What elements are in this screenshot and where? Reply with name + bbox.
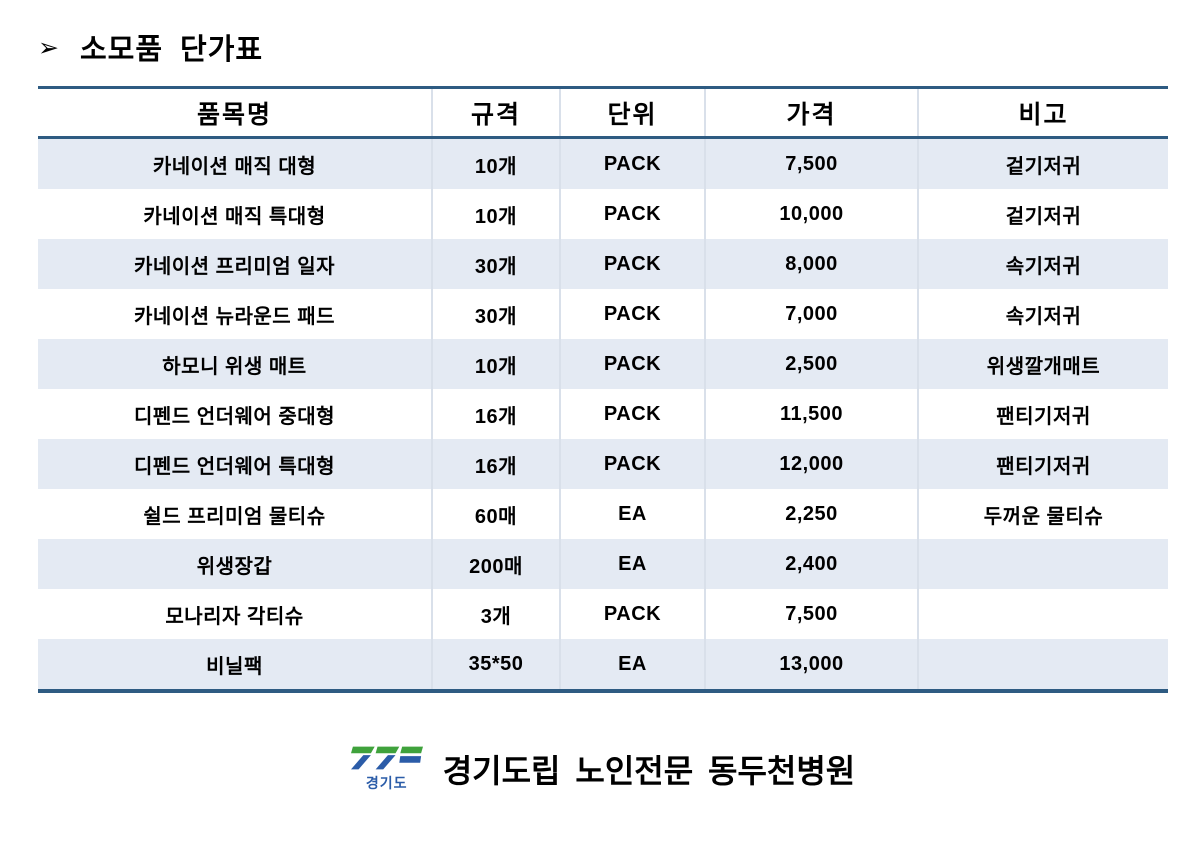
column-header-price: 가격 [705,87,919,139]
price-table-container: 품목명 규격 단위 가격 비고 카네이션 매직 대형 10개 PACK 7,50… [38,86,1168,693]
price-table: 품목명 규격 단위 가격 비고 카네이션 매직 대형 10개 PACK 7,50… [38,86,1168,693]
cell-unit: PACK [560,239,706,289]
cell-note: 겉기저귀 [918,137,1168,189]
cell-note: 겉기저귀 [918,189,1168,239]
cell-unit: PACK [560,137,706,189]
cell-price: 7,500 [705,589,919,639]
table-row: 카네이션 매직 대형 10개 PACK 7,500 겉기저귀 [38,137,1168,189]
cell-unit: EA [560,489,706,539]
cell-item-name: 쉴드 프리미엄 물티슈 [38,489,433,539]
cell-item-name: 모나리자 각티슈 [38,589,433,639]
cell-unit: PACK [560,289,706,339]
column-header-spec: 규격 [432,87,561,139]
column-header-unit: 단위 [560,87,706,139]
cell-unit: EA [560,539,706,589]
cell-price: 2,250 [705,489,919,539]
table-row: 카네이션 프리미엄 일자 30개 PACK 8,000 속기저귀 [38,239,1168,289]
cell-note: 속기저귀 [918,239,1168,289]
cell-spec: 16개 [432,389,561,439]
cell-note: 두꺼운 물티슈 [918,489,1168,539]
gyeonggi-logo-icon [350,746,423,770]
hospital-name: 경기도립 노인전문 동두천병원 [442,752,856,789]
table-row: 디펜드 언더웨어 특대형 16개 PACK 12,000 팬티기저귀 [38,439,1168,489]
cell-spec: 10개 [432,137,561,189]
cell-unit: PACK [560,339,706,389]
cell-price: 12,000 [705,439,919,489]
table-row: 하모니 위생 매트 10개 PACK 2,500 위생깔개매트 [38,339,1168,389]
cell-spec: 16개 [432,439,561,489]
cell-price: 7,500 [705,137,919,189]
cell-note: 위생깔개매트 [918,339,1168,389]
cell-unit: PACK [560,589,706,639]
footer: 경기도 경기도립 노인전문 동두천병원 [0,744,1202,793]
table-row: 모나리자 각티슈 3개 PACK 7,500 [38,589,1168,639]
cell-spec: 60매 [432,489,561,539]
cell-note [918,639,1168,691]
cell-note: 팬티기저귀 [918,389,1168,439]
page-title: ➢ 소모품 단가표 [38,26,263,68]
cell-spec: 10개 [432,339,561,389]
table-header-row: 품목명 규격 단위 가격 비고 [38,87,1168,139]
cell-unit: PACK [560,439,706,489]
table-row: 쉴드 프리미엄 물티슈 60매 EA 2,250 두꺼운 물티슈 [38,489,1168,539]
cell-price: 2,400 [705,539,919,589]
table-row: 위생장갑 200매 EA 2,400 [38,539,1168,589]
cell-item-name: 비닐팩 [38,639,433,691]
cell-note: 팬티기저귀 [918,439,1168,489]
cell-item-name: 디펜드 언더웨어 특대형 [38,439,433,489]
table-row: 카네이션 뉴라운드 패드 30개 PACK 7,000 속기저귀 [38,289,1168,339]
cell-item-name: 하모니 위생 매트 [38,339,433,389]
table-row: 비닐팩 35*50 EA 13,000 [38,639,1168,691]
cell-unit: EA [560,639,706,691]
cell-item-name: 카네이션 매직 대형 [38,137,433,189]
cell-price: 8,000 [705,239,919,289]
cell-item-name: 디펜드 언더웨어 중대형 [38,389,433,439]
cell-spec: 200매 [432,539,561,589]
cell-spec: 30개 [432,289,561,339]
table-row: 디펜드 언더웨어 중대형 16개 PACK 11,500 팬티기저귀 [38,389,1168,439]
cell-unit: PACK [560,389,706,439]
gyeonggi-logo: 경기도 [347,744,427,793]
cell-price: 11,500 [705,389,919,439]
cell-spec: 3개 [432,589,561,639]
page-title-text: 소모품 단가표 [79,34,264,66]
cell-unit: PACK [560,189,706,239]
cell-item-name: 위생장갑 [38,539,433,589]
cell-item-name: 카네이션 프리미엄 일자 [38,239,433,289]
cell-spec: 10개 [432,189,561,239]
cell-price: 2,500 [705,339,919,389]
cell-note: 속기저귀 [918,289,1168,339]
table-row: 카네이션 매직 특대형 10개 PACK 10,000 겉기저귀 [38,189,1168,239]
cell-price: 10,000 [705,189,919,239]
cell-item-name: 카네이션 매직 특대형 [38,189,433,239]
arrow-bullet-icon: ➢ [38,34,60,62]
cell-price: 7,000 [705,289,919,339]
gyeonggi-logo-label: 경기도 [365,775,408,791]
cell-spec: 35*50 [432,639,561,691]
cell-note [918,539,1168,589]
cell-item-name: 카네이션 뉴라운드 패드 [38,289,433,339]
cell-note [918,589,1168,639]
column-header-note: 비고 [918,87,1168,139]
cell-spec: 30개 [432,239,561,289]
column-header-item-name: 품목명 [38,87,433,139]
cell-price: 13,000 [705,639,919,691]
